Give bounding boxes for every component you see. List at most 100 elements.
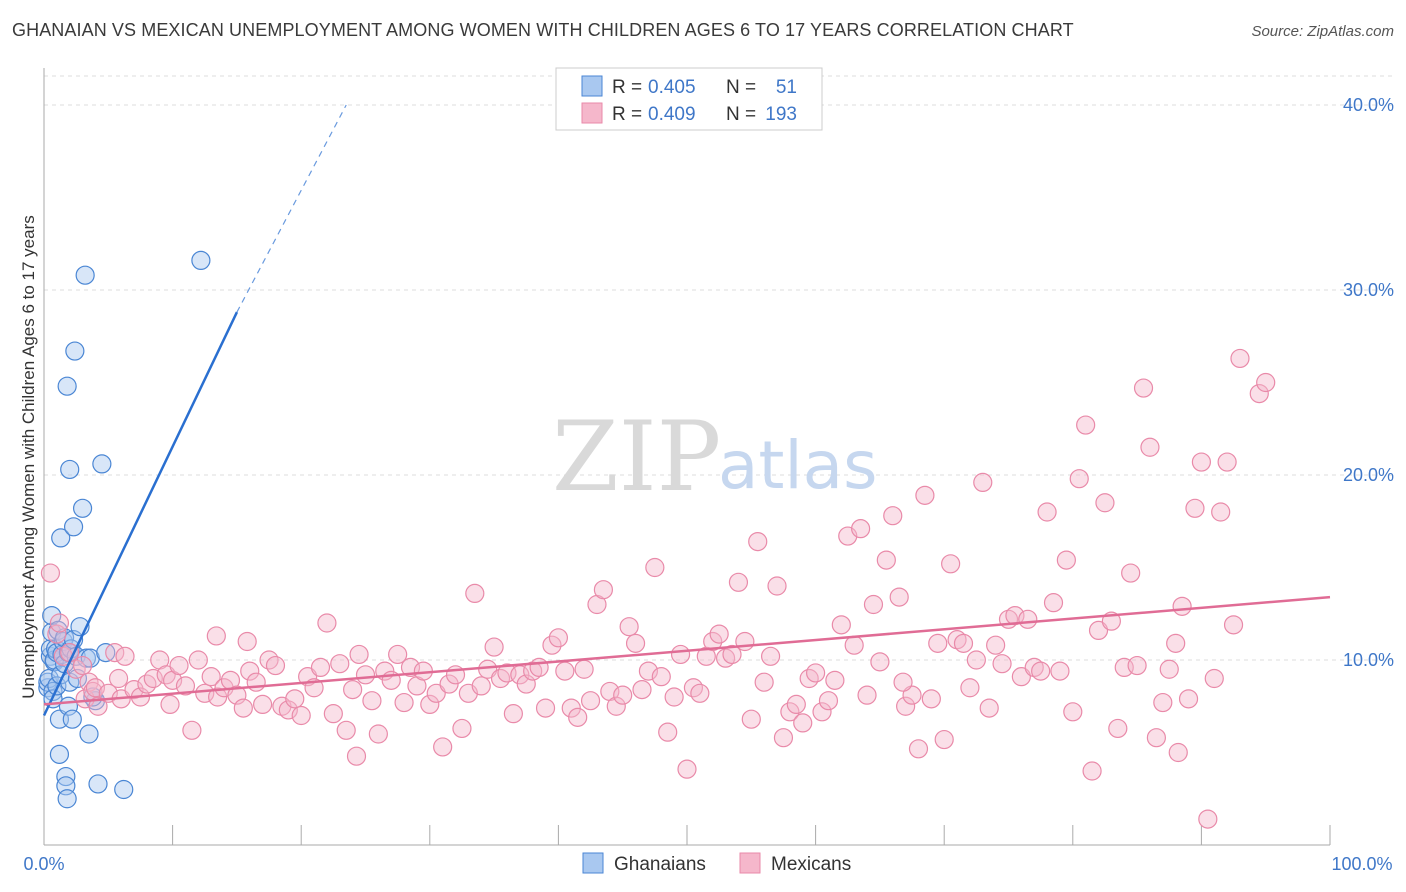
watermark-zip: ZIP — [552, 401, 721, 513]
mexican-point-45 — [291, 705, 311, 726]
x-ticks — [43, 825, 1331, 845]
mexican-point-164 — [1056, 550, 1076, 570]
mexican-point-167 — [1076, 415, 1096, 435]
series-legend-swatch-mexicans — [739, 852, 761, 874]
mexican-point-36 — [237, 631, 257, 652]
mexican-point-53 — [343, 679, 363, 700]
mexican-point-193 — [1256, 372, 1276, 393]
mexican-point-31 — [208, 687, 228, 707]
series-legend: Ghanaians Mexicans — [582, 852, 851, 875]
ghanaian-point-26 — [57, 376, 77, 396]
mexican-point-0 — [40, 563, 61, 583]
mexican-point-149 — [960, 678, 980, 698]
mexican-point-82 — [529, 657, 549, 678]
mexican-point-148 — [953, 633, 974, 653]
watermark: ZIP atlas — [552, 401, 878, 513]
mexican-point-87 — [561, 698, 581, 718]
mexican-point-90 — [580, 691, 601, 711]
mexican-point-128 — [825, 670, 845, 690]
mexican-point-161 — [1037, 502, 1057, 522]
mexican-point-177 — [1140, 437, 1160, 457]
mexican-point-113 — [728, 572, 749, 592]
series-legend-label-mexicans: Mexicans — [771, 854, 851, 875]
mexican-point-13 — [105, 642, 125, 663]
correlation-legend: R = 0.405 N = 51 R = 0.409 N = 193 — [555, 67, 823, 131]
mexican-point-133 — [857, 685, 877, 705]
mexican-point-68 — [439, 674, 459, 694]
mexican-point-104 — [670, 644, 691, 665]
mexican-point-6 — [72, 655, 93, 676]
mexican-point-123 — [793, 713, 813, 733]
mexican-point-39 — [253, 694, 273, 715]
mexican-point-37 — [240, 661, 260, 681]
mexican-point-166 — [1069, 469, 1089, 489]
mexican-point-157 — [1011, 667, 1031, 687]
mexican-point-168 — [1082, 761, 1102, 781]
mexican-point-188 — [1211, 502, 1231, 522]
mexican-point-120 — [773, 728, 794, 748]
ghanaian-point-32 — [62, 709, 82, 729]
mexican-point-27 — [182, 720, 202, 740]
mexican-point-145 — [934, 729, 954, 750]
mexican-point-115 — [741, 709, 761, 729]
mexican-point-158 — [1018, 609, 1038, 629]
mexican-point-2 — [49, 613, 70, 633]
mexican-point-160 — [1031, 661, 1051, 681]
legend-swatch-ghanaian — [581, 75, 603, 97]
gridlines — [44, 75, 1394, 661]
y-tick-label-10: 10.0% — [1343, 650, 1394, 670]
mexican-point-38 — [246, 672, 266, 692]
mexican-point-100 — [645, 557, 665, 578]
y-tick-label-40: 40.0% — [1343, 95, 1394, 115]
mexican-point-180 — [1159, 659, 1179, 679]
mexican-point-132 — [851, 519, 871, 539]
mexican-point-183 — [1178, 689, 1199, 709]
mexican-point-179 — [1153, 692, 1173, 713]
ghanaian-point-46 — [92, 454, 112, 474]
chart-source: Source: ZipAtlas.com — [1251, 23, 1394, 40]
y-tick-label-20: 20.0% — [1343, 465, 1394, 485]
mexican-point-195 — [893, 672, 913, 692]
ghanaian-point-45 — [88, 774, 108, 794]
legend-r-label-mexican: R = — [612, 104, 642, 125]
mexican-point-191 — [1230, 348, 1250, 369]
mexican-point-55 — [355, 665, 376, 685]
mexican-point-101 — [651, 667, 671, 687]
mexican-point-176 — [1133, 378, 1154, 398]
mexican-point-170 — [1095, 493, 1115, 513]
mexican-point-48 — [310, 657, 331, 678]
watermark-atlas: atlas — [718, 427, 878, 504]
mexican-point-141 — [908, 739, 929, 759]
mexican-point-163 — [1050, 661, 1070, 681]
mexican-point-187 — [1204, 668, 1224, 689]
mexican-point-121 — [780, 702, 800, 722]
mexican-point-119 — [767, 576, 787, 596]
mexican-points — [40, 348, 1276, 829]
mexican-point-196 — [346, 746, 367, 766]
mexican-point-67 — [433, 737, 453, 757]
mexican-point-142 — [915, 485, 935, 505]
mexican-point-98 — [632, 679, 652, 700]
mexican-point-96 — [619, 617, 639, 637]
ghanaian-trendline — [42, 311, 239, 717]
mexican-point-78 — [503, 704, 523, 724]
mexican-point-110 — [709, 624, 729, 644]
mexican-point-136 — [876, 550, 896, 570]
ghanaian-trendline-extension — [236, 104, 347, 313]
mexican-point-61 — [394, 692, 414, 713]
mexican-point-60 — [388, 644, 408, 665]
mexican-point-169 — [1088, 620, 1109, 641]
mexican-point-122 — [786, 694, 806, 715]
mexican-point-129 — [831, 615, 851, 635]
mexican-point-105 — [677, 759, 697, 779]
ghanaian-point-49 — [191, 250, 211, 270]
mexican-point-151 — [973, 472, 993, 492]
mexican-point-138 — [889, 587, 909, 607]
mexican-point-184 — [1185, 498, 1205, 518]
mexican-point-23 — [160, 694, 180, 715]
mexican-point-16 — [115, 646, 135, 666]
mexican-point-144 — [928, 633, 948, 653]
mexican-point-114 — [735, 631, 755, 652]
mexican-point-125 — [805, 663, 826, 683]
